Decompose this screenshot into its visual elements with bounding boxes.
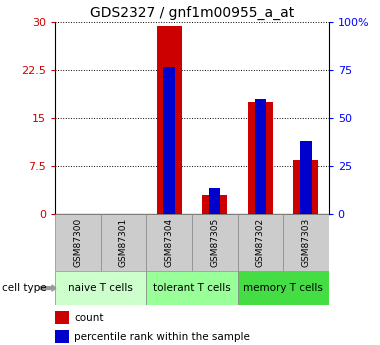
Text: cell type: cell type: [2, 283, 46, 293]
Bar: [209, 188, 220, 214]
Bar: [163, 67, 175, 214]
Bar: [293, 160, 318, 214]
Bar: [55, 330, 69, 343]
Text: GSM87302: GSM87302: [256, 218, 265, 267]
Bar: [55, 311, 69, 324]
FancyBboxPatch shape: [101, 214, 146, 271]
FancyBboxPatch shape: [146, 214, 192, 271]
Bar: [300, 140, 312, 214]
Text: memory T cells: memory T cells: [243, 283, 323, 293]
Bar: [146, 271, 238, 305]
Title: GDS2327 / gnf1m00955_a_at: GDS2327 / gnf1m00955_a_at: [90, 6, 294, 20]
Text: GSM87300: GSM87300: [73, 218, 82, 267]
Text: GSM87304: GSM87304: [165, 218, 174, 267]
Bar: [55, 271, 146, 305]
Text: GSM87305: GSM87305: [210, 218, 219, 267]
Text: naive T cells: naive T cells: [68, 283, 133, 293]
FancyBboxPatch shape: [283, 214, 329, 271]
Bar: [157, 26, 182, 214]
Bar: [255, 99, 266, 214]
Text: percentile rank within the sample: percentile rank within the sample: [74, 332, 250, 342]
FancyBboxPatch shape: [238, 214, 283, 271]
Text: tolerant T cells: tolerant T cells: [153, 283, 231, 293]
Text: GSM87303: GSM87303: [301, 218, 310, 267]
Bar: [238, 271, 329, 305]
Text: count: count: [74, 313, 104, 323]
Bar: [248, 102, 273, 214]
Bar: [202, 195, 227, 214]
FancyBboxPatch shape: [55, 214, 101, 271]
Text: GSM87301: GSM87301: [119, 218, 128, 267]
FancyBboxPatch shape: [192, 214, 238, 271]
